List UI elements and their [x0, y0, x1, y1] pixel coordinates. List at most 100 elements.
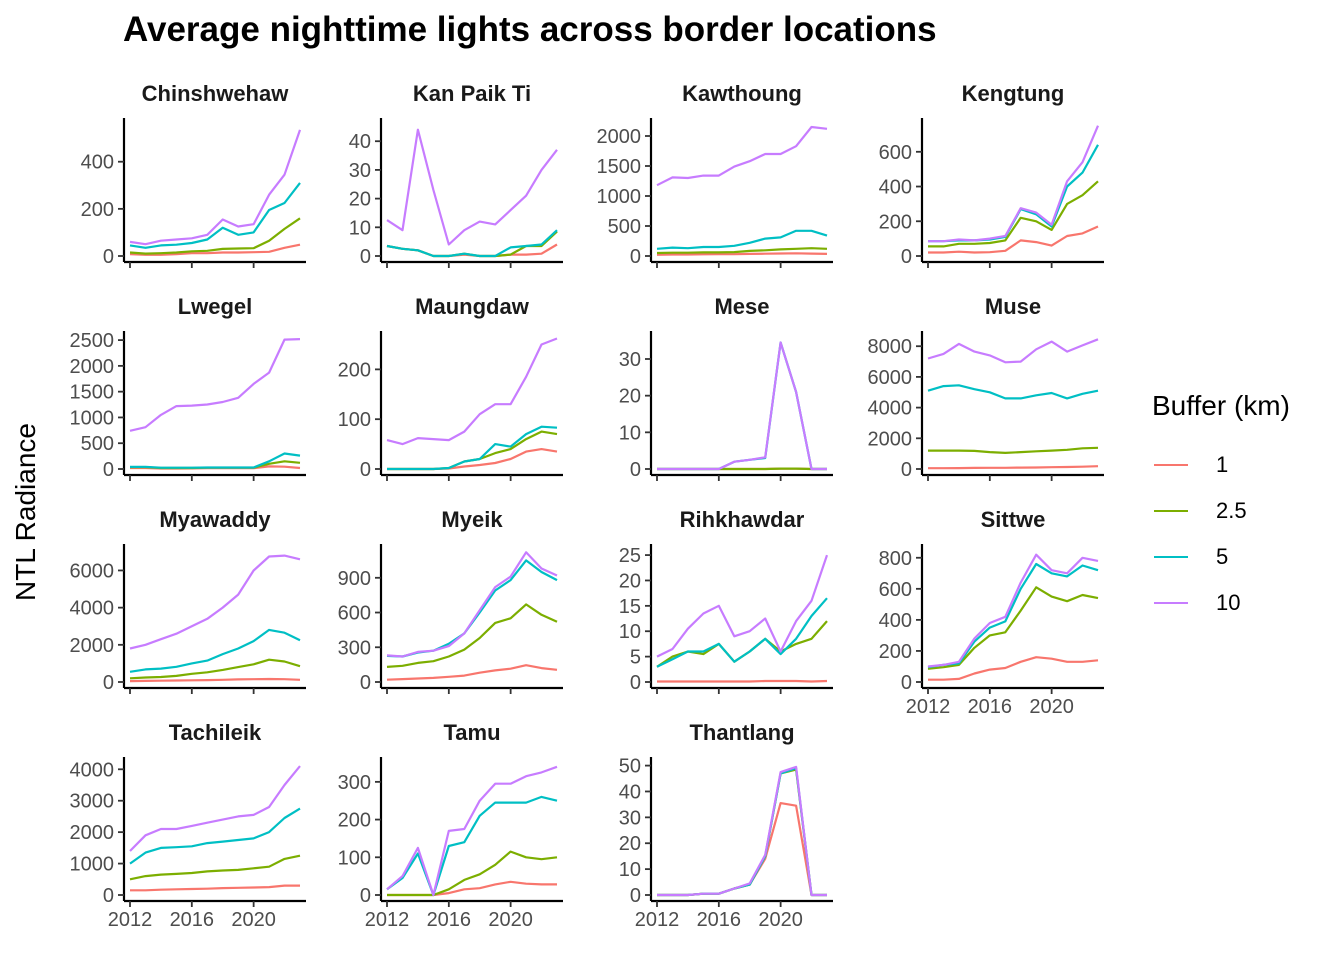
facet-title: Muse	[985, 294, 1041, 319]
series-line-2-5	[387, 850, 558, 897]
y-tick-label: 2000	[70, 356, 115, 378]
y-tick-label: 400	[879, 177, 912, 199]
x-tick-label: 2012	[108, 909, 153, 931]
y-tick-label: 500	[81, 433, 114, 455]
series-line-5	[656, 597, 828, 668]
y-tick-label: 0	[901, 246, 912, 268]
y-tick-label: 1500	[597, 156, 642, 178]
y-tick-label: 300	[338, 637, 371, 659]
facet-title: Thantlang	[689, 720, 794, 745]
legend-item: 2.5	[1154, 496, 1304, 526]
facet-panel: Kan Paik Ti 0 10 20 30 40	[349, 81, 563, 268]
facet-title: Myeik	[441, 507, 503, 532]
series-line-1	[386, 664, 558, 681]
y-tick-label: 20	[619, 386, 641, 408]
legend-title: Buffer (km)	[1152, 390, 1290, 421]
series-line-1	[129, 677, 301, 683]
y-tick-label: 6000	[70, 560, 115, 582]
y-tick-label: 100	[338, 847, 371, 869]
series-line-1	[928, 656, 1099, 681]
legend-item: 5	[1154, 542, 1304, 572]
facet-panel: Chinshwehaw 0 200 400	[81, 81, 306, 268]
legend-key	[1154, 464, 1188, 466]
y-tick-label: 1000	[70, 854, 115, 876]
series-line-5	[657, 341, 827, 471]
facet-panel: Tamu 0 100 200 300 2012 2016 2020	[338, 720, 563, 931]
y-tick-label: 500	[608, 216, 641, 238]
y-tick-label: 5	[630, 647, 641, 669]
facet-panel: Kengtung 0 200 400 600	[879, 81, 1104, 268]
x-tick-label: 2016	[697, 909, 742, 931]
y-tick-label: 10	[619, 859, 641, 881]
y-tick-label: 0	[360, 885, 371, 907]
y-tick-label: 0	[630, 246, 641, 268]
facet-title: Kengtung	[962, 81, 1065, 106]
series-line-10	[927, 553, 1099, 668]
x-tick-label: 2016	[968, 696, 1013, 718]
y-tick-label: 1500	[70, 382, 115, 404]
series-line-10	[928, 125, 1100, 243]
y-tick-label: 200	[338, 359, 371, 381]
y-tick-label: 0	[630, 459, 641, 481]
y-tick-label: 15	[619, 596, 641, 618]
series-line-1	[928, 465, 1099, 470]
series-line-2-5	[656, 620, 828, 668]
legend: Buffer (km) 1 2.5 5 10	[1152, 390, 1290, 615]
y-tick-label: 4000	[868, 398, 913, 420]
x-tick-label: 2016	[170, 909, 215, 931]
series-line-5	[656, 229, 828, 250]
series-line-1	[656, 252, 828, 256]
facet-panel: Myawaddy 0 2000 4000 6000	[70, 507, 306, 694]
y-tick-label: 25	[619, 545, 641, 567]
y-tick-label: 0	[630, 885, 641, 907]
series-line-5	[386, 229, 558, 258]
y-tick-label: 1000	[597, 186, 642, 208]
y-tick-label: 0	[103, 885, 114, 907]
series-line-2-5	[928, 446, 1099, 454]
facet-panel: Rihkhawdar 0 5 10 15 20 25	[619, 507, 833, 694]
series-line-10	[129, 765, 301, 852]
y-tick-label: 20	[349, 189, 371, 211]
series-line-1	[387, 448, 558, 471]
series-line-5	[129, 628, 301, 673]
x-tick-label: 2020	[231, 909, 276, 931]
y-tick-label: 200	[879, 641, 912, 663]
facet-panel: Tachileik 0 1000 2000 3000 4000 2012 2016 2020	[70, 720, 306, 931]
y-tick-label: 0	[901, 672, 912, 694]
y-tick-label: 8000	[868, 336, 913, 358]
facet-title: Chinshwehaw	[142, 81, 290, 106]
series-line-2-5	[927, 586, 1099, 670]
facet-panel: Sittwe 0 200 400 600 800 2012 2016 2020	[879, 507, 1104, 718]
y-tick-label: 10	[349, 217, 371, 239]
series-line-1	[387, 880, 557, 897]
y-tick-label: 30	[349, 160, 371, 182]
y-tick-label: 200	[81, 199, 114, 221]
x-tick-label: 2020	[758, 909, 803, 931]
series-line-2-5	[928, 180, 1099, 248]
y-tick-label: 0	[360, 672, 371, 694]
y-tick-label: 40	[349, 131, 371, 153]
facet-panel: Mese 0 10 20 30	[619, 294, 833, 481]
y-tick-label: 20	[619, 833, 641, 855]
series-line-10	[927, 338, 1099, 364]
legend-label: 1	[1216, 452, 1229, 477]
y-tick-label: 0	[360, 459, 371, 481]
series-line-5	[928, 144, 1099, 243]
facet-title: Myawaddy	[159, 507, 271, 532]
y-tick-label: 0	[103, 672, 114, 694]
y-tick-label: 40	[619, 781, 641, 803]
x-tick-label: 2012	[635, 909, 680, 931]
y-tick-label: 1000	[70, 407, 115, 429]
y-tick-label: 300	[338, 772, 371, 794]
y-tick-label: 2000	[70, 822, 115, 844]
series-line-10	[657, 341, 827, 471]
series-line-2-5	[129, 658, 301, 680]
y-tick-label: 6000	[868, 367, 913, 389]
series-line-10	[656, 125, 828, 187]
y-tick-label: 900	[338, 568, 371, 590]
series-line-10	[129, 129, 302, 246]
legend-item: 10	[1154, 588, 1304, 618]
y-tick-label: 4000	[70, 598, 115, 620]
series-line-10	[657, 765, 827, 897]
